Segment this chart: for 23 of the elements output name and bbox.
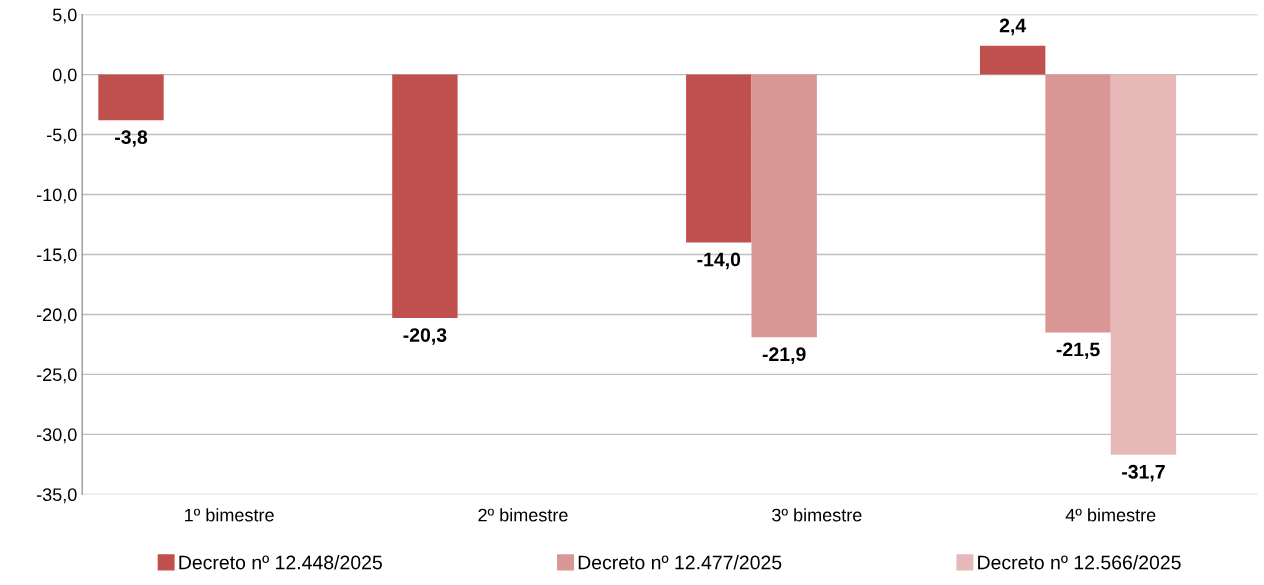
y-tick-label: -30,0 (36, 428, 77, 444)
y-tick-label: 5,0 (52, 8, 77, 24)
x-tick-label: 2º bimestre (478, 508, 568, 522)
y-tick-label: -35,0 (36, 488, 77, 504)
data-label: -31,7 (1122, 464, 1165, 482)
data-label: -20,3 (403, 328, 447, 345)
data-label: -14,0 (697, 252, 741, 270)
legend-label: Decreto nº 12.477/2025 (578, 555, 782, 570)
y-tick-label: -25,0 (36, 368, 77, 384)
data-label: 2,4 (999, 18, 1027, 36)
data-label: -3,8 (115, 130, 148, 147)
y-tick-label: -10,0 (36, 188, 77, 204)
y-tick-label: -5,0 (46, 128, 77, 144)
data-label: -21,5 (1056, 342, 1100, 360)
x-tick-label: 4º bimestre (1065, 508, 1156, 522)
x-tick-label: 3º bimestre (772, 508, 862, 522)
legend-label: Decreto nº 12.566/2025 (978, 555, 1181, 570)
y-tick-label: 0,0 (52, 68, 77, 84)
y-tick-label: -15,0 (36, 248, 77, 264)
legend-label: Decreto nº 12.448/2025 (179, 555, 382, 570)
y-tick-label: -20,0 (36, 308, 77, 324)
x-tick-label: 1º bimestre (185, 508, 274, 522)
data-label: -21,9 (762, 347, 806, 364)
